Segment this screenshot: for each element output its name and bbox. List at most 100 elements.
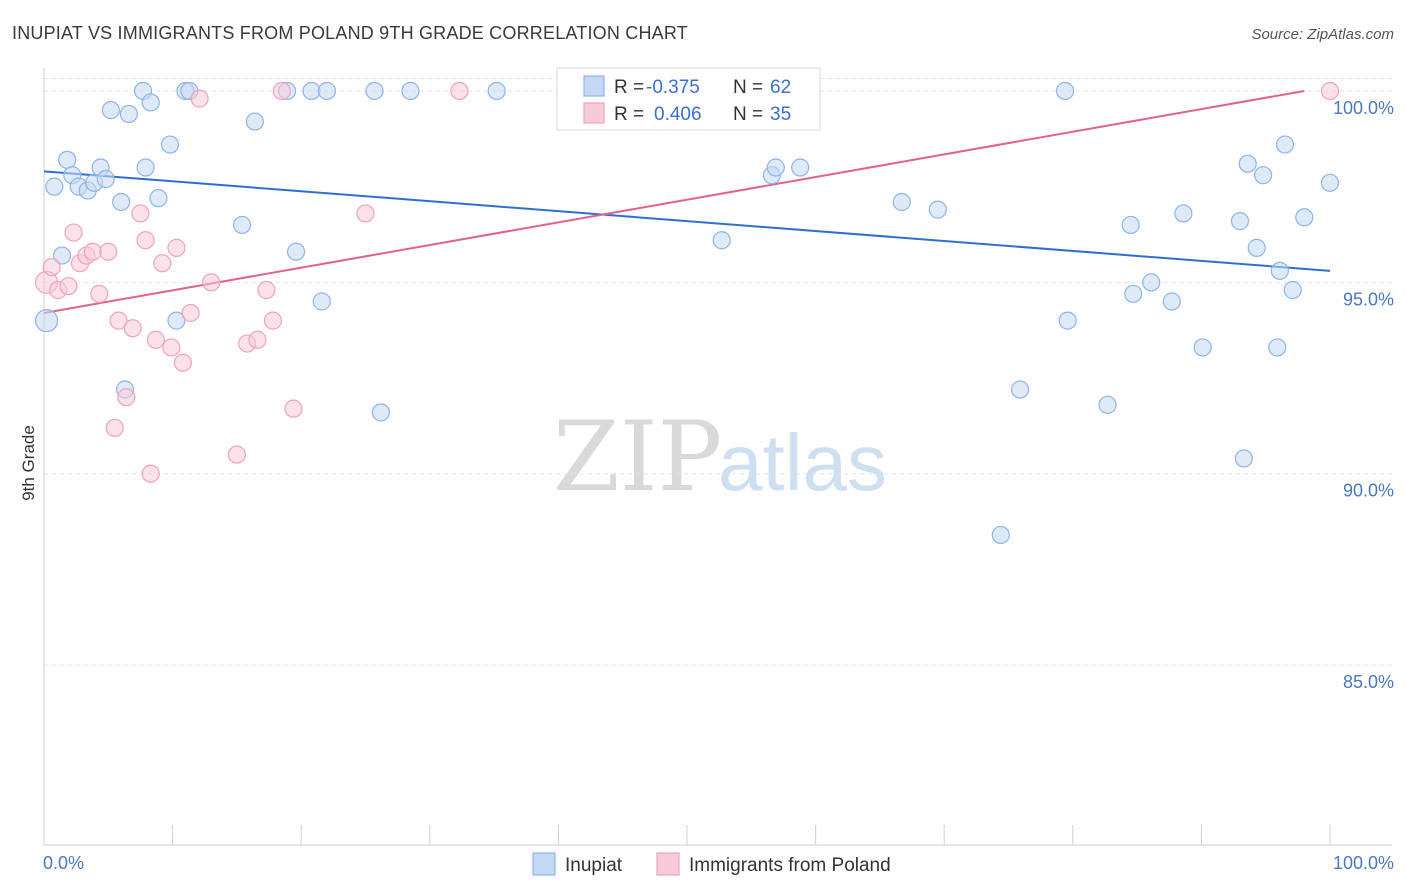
point-inupiat-44 (1098, 395, 1117, 414)
stats-legend-swatch-poland (583, 102, 605, 124)
point-poland-33 (450, 81, 469, 101)
point-inupiat-27 (312, 292, 331, 311)
stats-legend-n-label-inupiat: N = (733, 77, 763, 98)
stats-legend-n-value-poland: 35 (770, 104, 791, 125)
point-poland-28 (257, 280, 276, 300)
point-inupiat-19 (167, 311, 186, 330)
point-inupiat-22 (232, 215, 252, 235)
chart-title: INUPIAT VS IMMIGRANTS FROM POLAND 9TH GR… (12, 23, 688, 43)
point-inupiat-36 (766, 158, 785, 177)
axes (43, 68, 1392, 846)
watermark-atlas: atlas (718, 418, 887, 507)
point-inupiat-41 (1010, 380, 1030, 399)
y-tick-label-3: 85.0% (1343, 672, 1394, 692)
point-poland-3 (59, 277, 78, 296)
x-tick-label-right: 100.0% (1333, 853, 1394, 873)
point-poland-18 (153, 254, 172, 273)
point-inupiat-1 (45, 177, 64, 196)
point-inupiat-46 (1124, 284, 1143, 303)
point-poland-25 (227, 445, 246, 464)
point-inupiat-31 (401, 81, 420, 101)
point-poland-23 (190, 89, 209, 108)
y-tick-labels: 100.0% 95.0% 90.0% 85.0% (1333, 98, 1394, 692)
point-poland-1 (42, 257, 61, 277)
point-poland-24 (202, 273, 221, 292)
point-inupiat-59 (1283, 280, 1302, 300)
y-axis-title: 9th Grade (19, 425, 38, 501)
point-inupiat-9 (96, 169, 115, 189)
point-poland-12 (117, 388, 136, 407)
trendlines (43, 89, 1331, 314)
point-inupiat-47 (1142, 273, 1161, 292)
point-inupiat-17 (149, 189, 168, 208)
trendline-inupiat (43, 170, 1331, 272)
point-inupiat-16 (141, 93, 160, 112)
point-poland-8 (90, 284, 109, 303)
x-tick-label-left: 0.0% (43, 853, 84, 873)
point-poland-30 (272, 81, 292, 101)
point-inupiat-28 (317, 81, 337, 101)
point-poland-16 (141, 464, 160, 483)
point-inupiat-39 (928, 200, 947, 219)
point-inupiat-29 (365, 81, 384, 101)
point-inupiat-32 (487, 81, 506, 101)
point-inupiat-45 (1121, 215, 1140, 235)
point-inupiat-3 (58, 150, 77, 169)
bottom-legend-swatch-inupiat (532, 852, 556, 876)
point-inupiat-40 (991, 525, 1010, 545)
point-poland-17 (146, 330, 165, 349)
point-poland-34 (1320, 81, 1340, 101)
point-inupiat-50 (1193, 338, 1212, 357)
point-inupiat-15 (136, 158, 155, 177)
bottom-legend-swatch-poland (656, 852, 680, 876)
stats-legend-r-value-inupiat: -0.375 (646, 77, 700, 98)
point-inupiat-42 (1055, 81, 1075, 101)
point-poland-22 (181, 303, 200, 323)
point-poland-31 (284, 399, 303, 418)
point-poland-29 (263, 311, 283, 330)
bottom-legend-label-poland: Immigrants from Poland (689, 855, 891, 876)
stats-legend-n-label-poland: N = (733, 104, 763, 125)
stats-legend-r-value-poland: 0.406 (654, 104, 702, 125)
point-inupiat-37 (791, 158, 810, 177)
point-poland-7 (83, 242, 102, 261)
point-inupiat-0 (34, 309, 59, 333)
point-poland-20 (167, 238, 186, 257)
point-poland-32 (356, 204, 375, 223)
point-inupiat-53 (1238, 154, 1257, 173)
point-inupiat-11 (112, 192, 131, 212)
point-inupiat-51 (1230, 212, 1250, 231)
bottom-legend: Inupiat Immigrants from Poland (532, 852, 891, 876)
bottom-legend-label-inupiat: Inupiat (565, 855, 623, 876)
point-inupiat-10 (101, 101, 120, 120)
point-inupiat-55 (1254, 166, 1273, 185)
trendline-poland (43, 89, 1305, 314)
chart-source: Source: ZipAtlas.com (1251, 26, 1394, 43)
point-poland-13 (123, 319, 142, 338)
y-tick-label-1: 95.0% (1343, 289, 1394, 309)
stats-legend-r-label-inupiat: R = (614, 77, 644, 98)
point-inupiat-60 (1295, 208, 1314, 227)
point-inupiat-54 (1247, 238, 1266, 257)
point-inupiat-30 (371, 403, 391, 422)
point-poland-9 (99, 242, 118, 261)
gridlines (44, 78, 1392, 666)
point-inupiat-61 (1320, 173, 1340, 192)
point-inupiat-43 (1058, 311, 1077, 330)
point-poland-15 (136, 231, 155, 250)
y-tick-label-0: 100.0% (1333, 98, 1394, 118)
point-poland-11 (109, 311, 128, 330)
y-tick-label-2: 90.0% (1343, 481, 1394, 501)
stats-legend: R = -0.375 N = 62 R = 0.406 N = 35 (556, 67, 821, 131)
watermark-zip: ZIP (553, 401, 722, 513)
point-poland-21 (173, 353, 192, 372)
point-poland-19 (162, 338, 181, 357)
point-inupiat-38 (892, 192, 911, 212)
point-inupiat-34 (712, 231, 731, 250)
point-inupiat-57 (1270, 261, 1289, 280)
point-inupiat-18 (160, 135, 180, 154)
point-inupiat-56 (1268, 338, 1287, 357)
point-inupiat-52 (1234, 449, 1253, 468)
watermark: ZIP atlas (553, 401, 887, 513)
point-inupiat-25 (286, 242, 306, 261)
